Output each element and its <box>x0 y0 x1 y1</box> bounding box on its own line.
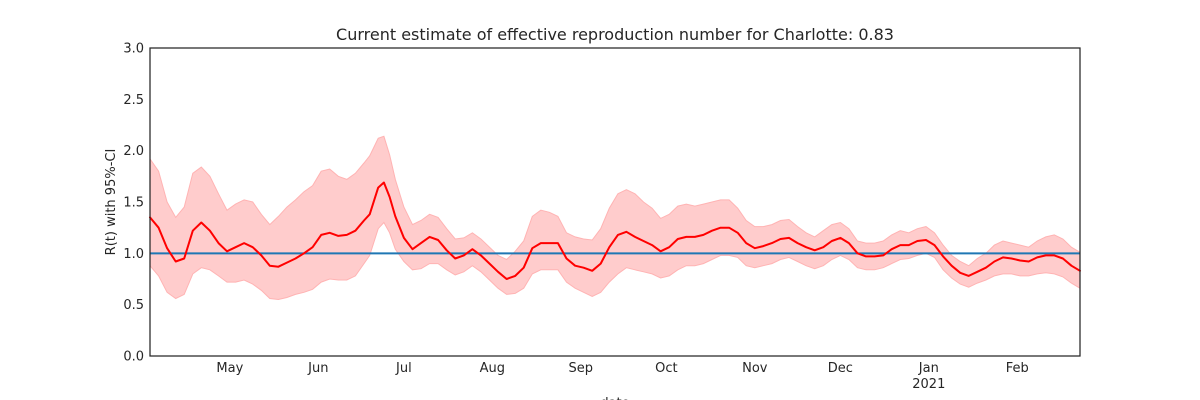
x-tick-label: Dec <box>828 361 853 376</box>
ci-band <box>149 135 1081 301</box>
x-tick-label: Jun <box>307 361 328 376</box>
x-tick-label: Nov <box>742 361 768 376</box>
y-ticks: 0.0 0.5 1.0 1.5 2.0 2.5 3.0 <box>123 42 144 365</box>
y-tick-label: 0.0 <box>123 350 144 365</box>
y-tick-label: 1.5 <box>123 196 144 211</box>
y-tick-label: 1.0 <box>123 247 144 262</box>
chart-title: Current estimate of effective reproducti… <box>336 25 894 44</box>
x-tick-label: May <box>216 361 243 376</box>
x-tick-label: Feb <box>1006 361 1029 376</box>
y-tick-label: 2.5 <box>123 93 144 108</box>
x-tick-label: Oct <box>655 361 677 376</box>
y-tick-label: 3.0 <box>123 42 144 57</box>
x-tick-label: Jul <box>395 361 412 376</box>
rt-estimate-line <box>149 181 1081 280</box>
x-tick-label: Aug <box>480 361 505 376</box>
y-tick-label: 2.0 <box>123 144 144 159</box>
y-axis-label: R(t) with 95%-CI <box>104 149 119 256</box>
x-tick-label: Sep <box>569 361 594 376</box>
x-tick-label: Jan <box>918 361 939 376</box>
x-axis-label: date <box>600 396 629 400</box>
plot-area <box>149 135 1081 301</box>
plot-frame <box>149 47 1081 357</box>
x-tick-year-label: 2021 <box>912 377 945 392</box>
y-tick-label: 0.5 <box>123 298 144 313</box>
